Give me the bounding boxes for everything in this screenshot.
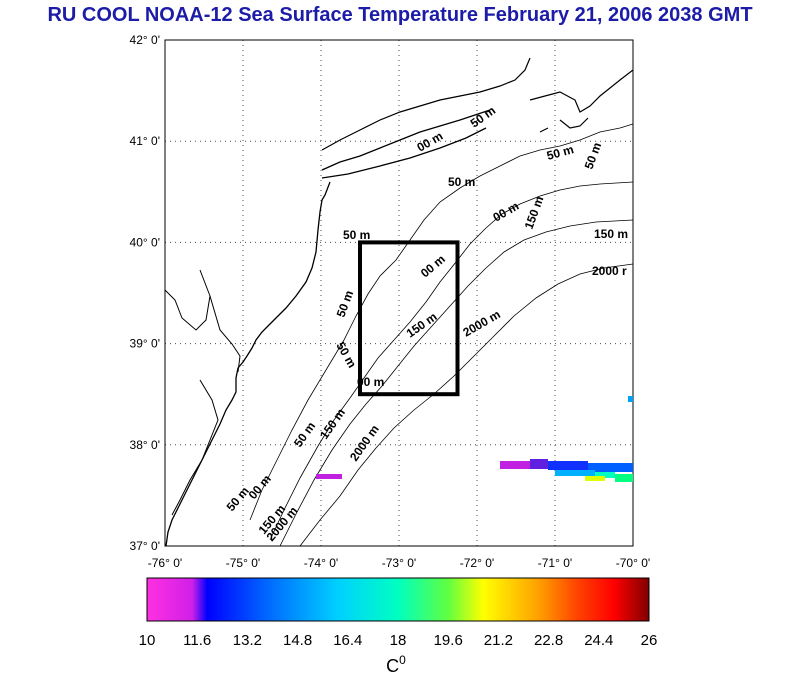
colorbar-tick-label: 11.6 — [183, 632, 211, 649]
lat-label: 37° 0' — [130, 539, 160, 553]
contour-label: 00 m — [357, 375, 384, 389]
colorbar-tick-label: 26 — [641, 632, 658, 649]
contour-label: 2000 r — [592, 264, 627, 278]
colorbar-ticks: 10 11.6 13.2 14.8 16.4 18 19.6 21.2 22.8 24.4 26 — [139, 632, 658, 649]
page-title: RU COOL NOAA-12 Sea Surface Temperature … — [47, 4, 753, 26]
contour-label: 50 m — [448, 175, 475, 189]
lon-label: -70° 0' — [616, 556, 650, 570]
map-grid — [165, 40, 633, 546]
colorbar-unit: C0 — [386, 653, 406, 676]
coastline-bays — [165, 269, 241, 516]
lat-label: 38° 0' — [130, 438, 160, 452]
sst-patch-west — [316, 474, 342, 479]
coastline-cape-cod — [539, 117, 589, 133]
colorbar-tick-label: 13.2 — [233, 632, 262, 649]
study-area-box — [358, 240, 460, 397]
coastline-new-england — [321, 57, 633, 151]
lon-label: -72° 0' — [460, 556, 494, 570]
contour-label: 150 m — [594, 227, 628, 241]
lat-label: 40° 0' — [130, 235, 160, 249]
colorbar-tick-label: 19.6 — [434, 632, 463, 649]
coastline-long-island — [321, 109, 491, 201]
lon-label: -76° 0' — [148, 556, 182, 570]
colorbar — [146, 577, 650, 622]
lon-label: -74° 0' — [304, 556, 338, 570]
isobath-100m — [269, 181, 633, 541]
lat-label: 39° 0' — [130, 337, 160, 351]
lon-label: -73° 0' — [382, 556, 416, 570]
colorbar-tick-label: 21.2 — [484, 632, 513, 649]
contour-label: 50 m — [343, 228, 370, 242]
lon-label: -75° 0' — [226, 556, 260, 570]
isobath-150m — [279, 219, 633, 546]
colorbar-tick-label: 10 — [139, 632, 156, 649]
colorbar-tick-label: 22.8 — [534, 632, 563, 649]
lat-label: 42° 0' — [130, 33, 160, 47]
lon-label: -71° 0' — [538, 556, 572, 570]
sst-patch-east — [500, 459, 633, 482]
colorbar-tick-label: 18 — [390, 632, 407, 649]
colorbar-tick-label: 24.4 — [584, 632, 613, 649]
colorbar-tick-label: 14.8 — [283, 632, 312, 649]
coastline-new-jersey — [165, 199, 323, 546]
colorbar-tick-label: 16.4 — [333, 632, 362, 649]
isobath-50m — [249, 123, 633, 521]
latitude-labels: 42° 0' 41° 0' 40° 0' 39° 0' 38° 0' 37° 0' — [130, 33, 160, 553]
contour-label: 50 m — [545, 142, 575, 163]
isobath-2000m — [299, 263, 633, 546]
longitude-labels: -76° 0' -75° 0' -74° 0' -73° 0' -72° 0' -71° … — [148, 556, 650, 570]
lat-label: 41° 0' — [130, 134, 160, 148]
sst-patch-edge — [628, 396, 633, 402]
